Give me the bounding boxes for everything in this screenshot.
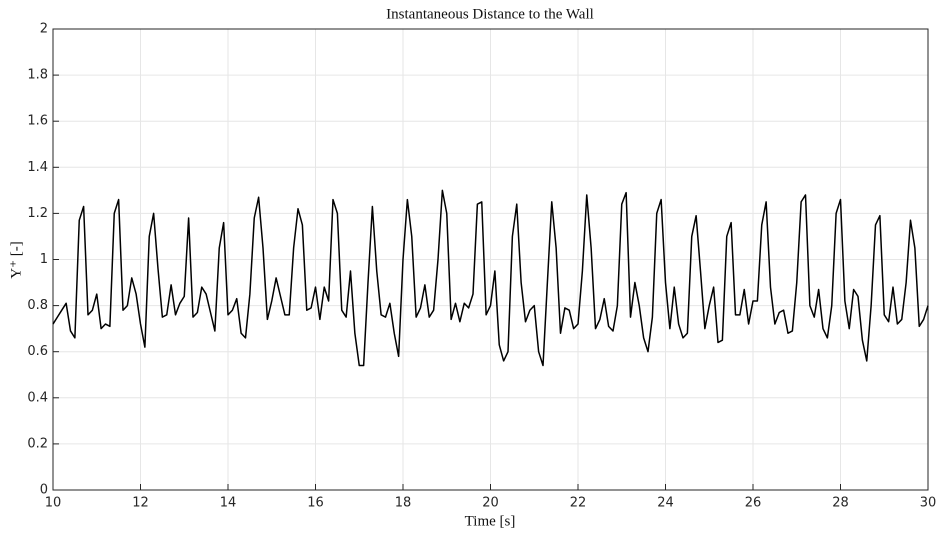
y-tick-label: 0 (40, 483, 48, 498)
x-tick-label: 12 (132, 496, 149, 511)
x-tick-label: 24 (657, 496, 674, 511)
x-tick-label: 22 (570, 496, 587, 511)
y-tick-label: 0.4 (27, 390, 48, 405)
x-tick-label: 26 (745, 496, 762, 511)
plot-frame (52, 28, 929, 491)
chart-title: Instantaneous Distance to the Wall (386, 6, 594, 22)
y-tick-label: 1.4 (27, 160, 48, 175)
x-tick-label: 10 (45, 496, 62, 511)
x-tick-label: 16 (307, 496, 324, 511)
y-tick-label: 0.2 (27, 436, 48, 451)
y-tick-label: 1.2 (27, 206, 48, 221)
y-axis-label: Y⁺ [-] (8, 241, 24, 279)
x-tick-label: 14 (220, 496, 237, 511)
y-tick-label: 0.8 (27, 298, 48, 313)
x-tick-label: 20 (482, 496, 499, 511)
y-tick-label: 1.8 (27, 68, 48, 83)
data-line (52, 189, 929, 367)
x-tick-label: 30 (920, 496, 937, 511)
x-tick-label: 18 (395, 496, 412, 511)
y-tick-label: 2 (40, 22, 48, 37)
x-axis-label: Time [s] (465, 513, 516, 529)
y-tick-label: 1.6 (27, 114, 48, 129)
y-tick-label: 1 (40, 252, 48, 267)
x-tick-label: 28 (832, 496, 849, 511)
y-tick-label: 0.6 (27, 344, 48, 359)
